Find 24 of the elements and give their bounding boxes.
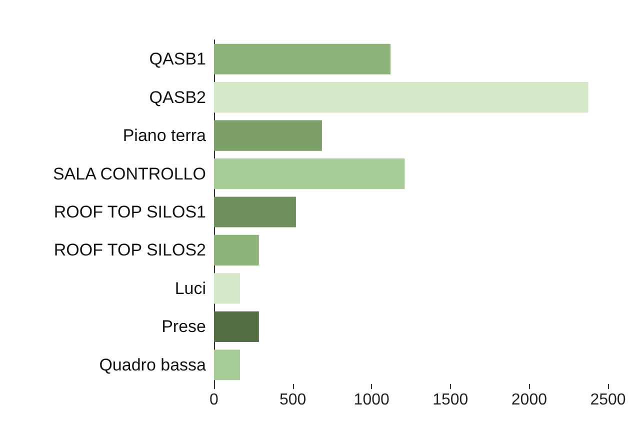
y-tick-label: QASB2 (149, 88, 206, 107)
bar (214, 158, 405, 190)
x-tick-label: 0 (210, 392, 219, 408)
y-tick-label: Piano terra (122, 126, 207, 146)
y-tick-label: QASB1 (149, 50, 206, 69)
y-tick-label: Prese (162, 317, 206, 336)
bar (214, 196, 296, 228)
bar (214, 234, 259, 266)
y-tick-label: Luci (174, 278, 206, 298)
x-tick-label: 1500 (432, 392, 468, 408)
y-tick-label: ROOF TOP SILOS1 (54, 202, 206, 222)
y-tick-label: Quadro bassa (99, 355, 207, 374)
x-tick-label: 1000 (354, 392, 390, 408)
x-tick-label: 2000 (511, 392, 548, 408)
bar (214, 311, 259, 342)
x-tick-label: 2500 (590, 392, 626, 408)
bar (214, 82, 588, 113)
y-tick-label: SALA CONTROLLO (52, 164, 206, 184)
bar (214, 120, 322, 151)
y-tick-label: ROOF TOP SILOS2 (54, 240, 206, 260)
x-tick-label: 500 (279, 392, 306, 408)
bar (214, 350, 240, 380)
bar (214, 44, 391, 74)
bar (214, 273, 240, 304)
